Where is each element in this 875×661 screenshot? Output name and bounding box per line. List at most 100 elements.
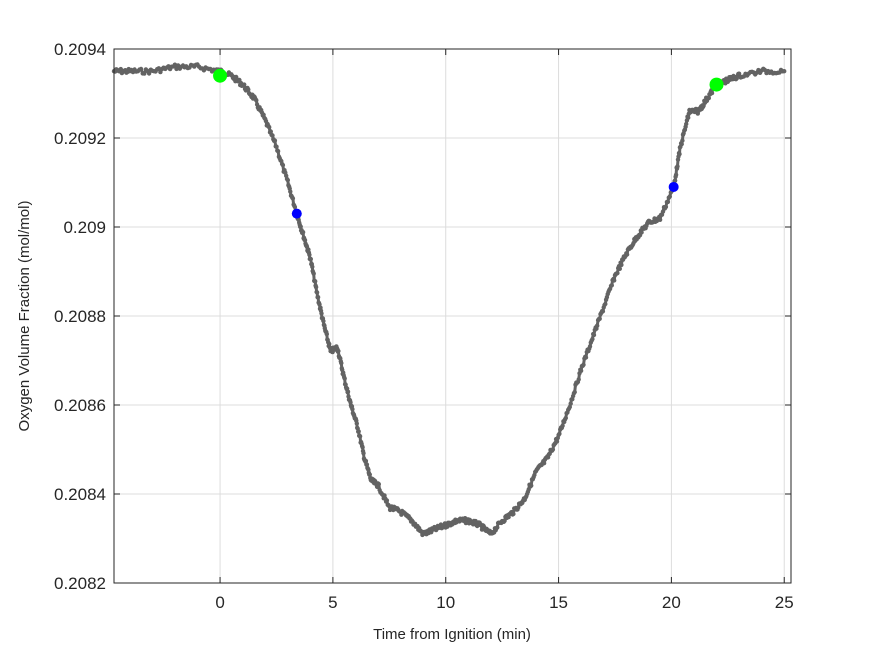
trace-point <box>686 115 691 120</box>
trace-point <box>612 278 617 283</box>
trace-point <box>376 482 381 487</box>
y-tick-label: 0.2082 <box>54 574 106 593</box>
trace-point <box>317 302 322 307</box>
trace-point <box>597 316 602 321</box>
y-tick-label: 0.2088 <box>54 307 106 326</box>
y-tick-label: 0.2094 <box>54 40 106 59</box>
trace-point <box>568 401 573 406</box>
trace-point <box>684 121 689 127</box>
trace-point <box>624 252 630 257</box>
x-axis-label: Time from Ignition (min) <box>373 626 531 643</box>
trace-point <box>339 360 344 366</box>
trace-point <box>302 237 308 243</box>
trace-point <box>270 133 275 138</box>
trace-point <box>667 194 672 199</box>
trace-point <box>361 451 366 456</box>
trace-point <box>357 434 363 439</box>
y-tick-labels: 0.2082 0.2084 0.2086 0.2088 0.209 0.2092 0.209… <box>54 40 106 593</box>
trace-point <box>307 252 312 257</box>
trace-point <box>172 62 178 67</box>
trace-point <box>360 445 365 450</box>
trace-point <box>384 498 390 503</box>
x-tick-label: 25 <box>775 593 794 612</box>
trace-point <box>174 66 179 72</box>
trace-point <box>336 348 341 354</box>
trace-point <box>274 144 279 149</box>
trace-point <box>319 311 324 316</box>
trace-point <box>246 87 251 92</box>
trace-point <box>609 283 614 288</box>
trace-point <box>782 69 787 74</box>
trace-point <box>615 270 620 276</box>
trace-point <box>288 189 293 194</box>
trace-point <box>495 525 500 530</box>
trace-point <box>445 524 450 529</box>
trace-point <box>354 421 359 426</box>
trace-point <box>285 177 290 183</box>
trace-point <box>600 309 606 314</box>
trace-point <box>272 138 278 143</box>
trace-point <box>324 331 329 337</box>
trace-point <box>736 71 742 76</box>
green-marker <box>709 77 724 92</box>
trace-point <box>364 462 370 467</box>
y-axis-label: Oxygen Volume Fraction (mol/mol) <box>16 201 33 432</box>
y-tick-label: 0.2086 <box>54 396 106 415</box>
trace-point <box>563 415 568 421</box>
trace-point <box>639 230 644 235</box>
trace-point <box>310 264 315 269</box>
trace-point <box>567 404 572 410</box>
y-tick-label: 0.2084 <box>54 485 106 504</box>
trace-point <box>363 458 369 464</box>
trace-point <box>315 295 321 300</box>
trace-point <box>578 368 584 373</box>
trace-point <box>142 71 147 76</box>
trace-point <box>267 125 272 130</box>
x-tick-label: 10 <box>436 593 455 612</box>
trace-point <box>557 431 562 436</box>
trace-point <box>367 472 372 477</box>
trace-point <box>657 217 663 222</box>
trace-point <box>554 439 560 444</box>
trace-point <box>660 209 666 214</box>
event-markers <box>213 68 724 219</box>
trace-point <box>327 341 332 347</box>
trace-point <box>675 164 680 169</box>
trace-point <box>298 224 303 229</box>
blue-marker <box>668 181 679 192</box>
trace-point <box>663 204 669 210</box>
trace-point <box>617 266 622 271</box>
trace-point <box>146 71 152 76</box>
trace-point <box>677 151 682 157</box>
trace-point <box>529 483 534 488</box>
trace-point <box>314 290 320 295</box>
trace-point <box>576 377 581 382</box>
trace-point <box>313 284 319 290</box>
trace-point <box>587 344 593 349</box>
trace-point <box>268 129 273 134</box>
trace-point <box>590 336 595 342</box>
trace-point <box>511 511 516 517</box>
trace-point <box>603 301 608 307</box>
x-tick-label: 5 <box>328 593 337 612</box>
trace-point <box>138 66 144 72</box>
trace-point <box>706 95 711 101</box>
trace-point <box>292 204 298 210</box>
x-tick-label: 20 <box>662 593 681 612</box>
trace-point <box>308 256 313 262</box>
x-tick-label: 0 <box>215 593 224 612</box>
trace-point <box>572 389 577 395</box>
trace-point <box>595 323 600 328</box>
green-marker <box>213 68 228 83</box>
trace-point <box>672 178 678 183</box>
trace-point <box>356 429 361 434</box>
y-tick-label: 0.2092 <box>54 129 106 148</box>
y-tick-label: 0.209 <box>63 218 106 237</box>
trace-point <box>550 447 556 452</box>
trace-point <box>300 230 306 235</box>
trace-point <box>350 407 355 412</box>
trace-point <box>345 389 351 394</box>
trace-point <box>581 362 586 367</box>
